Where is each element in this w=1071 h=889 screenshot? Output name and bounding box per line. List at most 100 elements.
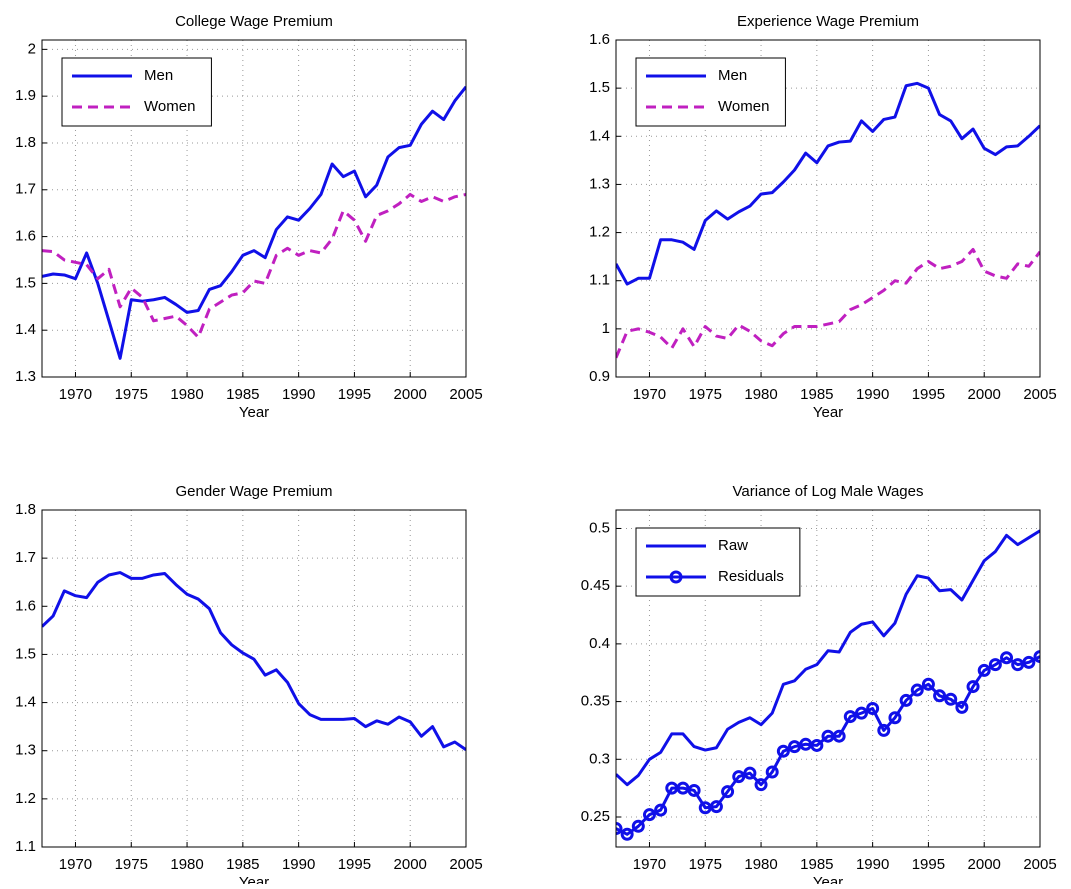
data-point	[1033, 650, 1040, 664]
y-tick-label: 1.5	[15, 274, 36, 291]
data-line	[616, 81, 1040, 286]
data-point	[709, 800, 723, 814]
data-point	[654, 803, 668, 817]
x-tick-label: 1985	[800, 856, 833, 873]
axes-frame	[41, 509, 467, 848]
x-tick-label: 1970	[59, 386, 92, 403]
plot-area	[42, 571, 466, 751]
x-tick-label: 1975	[115, 386, 148, 403]
data-point	[732, 770, 746, 784]
y-tick-label: 0.45	[581, 577, 610, 594]
x-tick-label: 1995	[912, 386, 945, 403]
x-tick-label: 2000	[394, 856, 427, 873]
data-point	[944, 692, 958, 706]
x-tick-label: 1985	[226, 386, 259, 403]
x-tick-label: 1990	[282, 386, 315, 403]
data-point	[721, 785, 735, 799]
x-tick-label: 1990	[856, 386, 889, 403]
data-point	[843, 710, 857, 724]
legend-label: Women	[718, 98, 769, 115]
subplot: Experience Wage Premium 1970 1975 1980 1985 1…	[589, 13, 1057, 421]
data-line	[42, 571, 466, 751]
data-point	[854, 706, 868, 720]
y-tick-label: 1.4	[15, 321, 36, 338]
x-tick-label: 1980	[170, 386, 203, 403]
legend-label: Residuals	[718, 568, 784, 585]
x-tick-label: 1975	[115, 856, 148, 873]
data-point	[832, 729, 846, 743]
y-tick-label: 0.5	[589, 519, 610, 536]
subplot: Gender Wage Premium 1970 1975 1980 1985 1990 1…	[15, 483, 483, 889]
chart-title: Gender Wage Premium	[175, 483, 332, 500]
chart-title: Experience Wage Premium	[737, 13, 919, 30]
legend-box	[61, 57, 212, 127]
x-axis-label: Year	[239, 404, 269, 421]
plot-area	[616, 81, 1040, 359]
data-point	[988, 658, 1002, 672]
legend-label: Men	[718, 67, 747, 84]
data-point	[955, 700, 969, 714]
x-tick-label: 1980	[744, 386, 777, 403]
data-point	[877, 723, 891, 737]
x-axis-label: Year	[239, 874, 269, 884]
data-point	[888, 711, 902, 725]
x-tick-label: 2005	[1023, 856, 1056, 873]
y-tick-label: 1	[602, 320, 610, 337]
x-tick-label: 1995	[912, 856, 945, 873]
y-tick-label: 1.8	[15, 501, 36, 518]
data-point	[743, 766, 757, 780]
data-point	[810, 738, 824, 752]
x-tick-label: 1970	[633, 856, 666, 873]
y-tick-label: 1.2	[589, 224, 610, 241]
x-tick-label: 2005	[1023, 386, 1056, 403]
y-tick-label: 1.8	[15, 134, 36, 151]
x-tick-label: 1995	[338, 856, 371, 873]
data-point	[966, 680, 980, 694]
x-axis-label: Year	[813, 404, 843, 421]
data-point	[754, 778, 768, 792]
data-point	[921, 677, 935, 691]
legend: Men Women	[635, 57, 786, 127]
data-point	[687, 783, 701, 797]
x-tick-label: 1985	[800, 386, 833, 403]
data-point	[1000, 651, 1014, 665]
y-tick-label: 1.7	[15, 549, 36, 566]
data-point	[620, 827, 634, 841]
legend-box	[635, 57, 786, 127]
y-tick-label: 0.3	[589, 750, 610, 767]
x-tick-label: 2000	[968, 386, 1001, 403]
y-tick-label: 0.35	[581, 693, 610, 710]
legend-marker	[669, 570, 683, 584]
y-tick-label: 1.4	[589, 127, 610, 144]
data-point	[616, 822, 623, 836]
y-tick-label: 1.1	[589, 272, 610, 289]
x-tick-label: 2000	[968, 856, 1001, 873]
x-tick-label: 1975	[689, 386, 722, 403]
data-point	[899, 693, 913, 707]
data-point	[933, 689, 947, 703]
subplot: Variance of Log Male Wages 1970 1975 1980 19…	[581, 483, 1057, 889]
chart-title: College Wage Premium	[175, 13, 333, 30]
y-tick-label: 1.2	[15, 790, 36, 807]
data-point	[631, 819, 645, 833]
data-point	[866, 702, 880, 716]
data-point	[910, 683, 924, 697]
y-tick-label: 1.5	[15, 645, 36, 662]
data-point	[1011, 658, 1025, 672]
data-line	[42, 192, 466, 339]
data-point	[642, 808, 656, 822]
legend-label: Raw	[718, 537, 748, 554]
x-axis-label: Year	[813, 874, 843, 884]
y-tick-label: 1.3	[15, 368, 36, 385]
y-tick-label: 1.5	[589, 79, 610, 96]
y-tick-label: 1.7	[15, 181, 36, 198]
x-tick-label: 1970	[59, 856, 92, 873]
x-tick-label: 2005	[449, 856, 482, 873]
data-line	[616, 529, 1040, 787]
data-point	[765, 765, 779, 779]
y-tick-label: 1.6	[15, 597, 36, 614]
x-tick-label: 1980	[170, 856, 203, 873]
data-point	[788, 740, 802, 754]
y-tick-label: 0.9	[589, 368, 610, 385]
